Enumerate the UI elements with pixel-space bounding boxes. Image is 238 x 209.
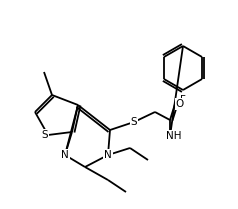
Text: O: O bbox=[176, 99, 184, 109]
Text: NH: NH bbox=[166, 131, 182, 141]
Text: N: N bbox=[61, 150, 69, 160]
Text: S: S bbox=[42, 130, 48, 140]
Text: S: S bbox=[131, 117, 137, 127]
Text: F: F bbox=[180, 95, 186, 105]
Text: N: N bbox=[104, 150, 112, 160]
